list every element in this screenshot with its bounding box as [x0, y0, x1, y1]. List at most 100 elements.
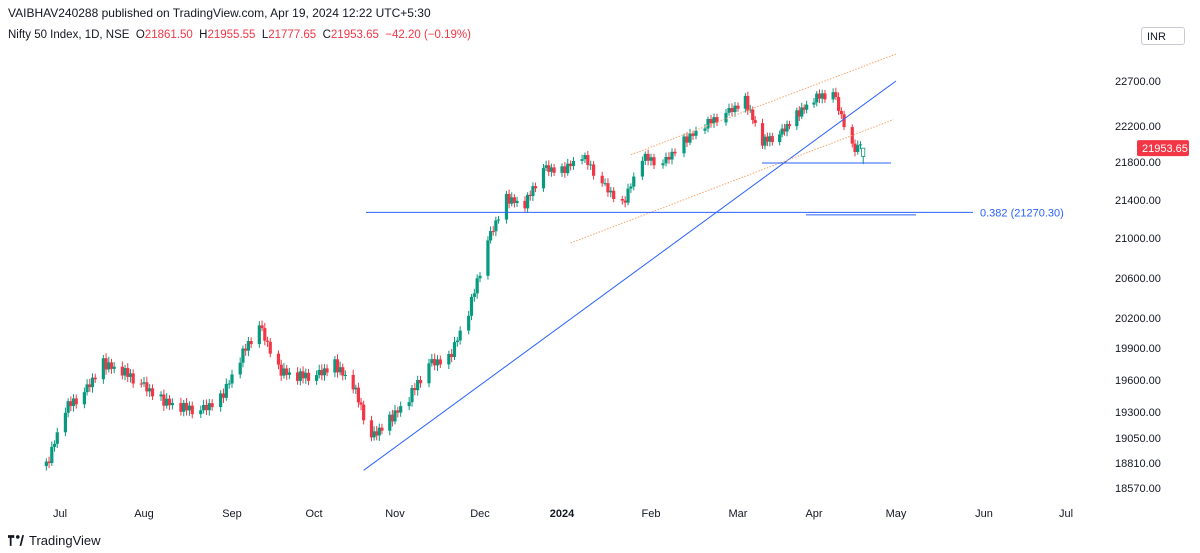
candle: [335, 354, 340, 378]
candle-body: [763, 136, 767, 146]
candle: [733, 102, 737, 117]
candle: [667, 152, 671, 164]
channel-upper-line[interactable]: [630, 53, 897, 156]
candle: [268, 338, 272, 358]
candle: [265, 336, 270, 347]
candle-body: [430, 359, 434, 364]
candle-body: [541, 168, 546, 189]
candle-body: [145, 382, 149, 392]
candle: [63, 407, 68, 437]
candle-body: [515, 200, 519, 204]
candle-body: [282, 368, 286, 376]
candle-body: [416, 380, 420, 391]
candle: [320, 364, 324, 381]
candle-body: [834, 92, 838, 98]
candle: [69, 396, 73, 412]
tradingview-brand[interactable]: TradingView: [8, 533, 101, 548]
candle-body: [623, 200, 627, 203]
trendline[interactable]: [363, 80, 897, 471]
candle: [221, 388, 226, 404]
y-tick-label: 20600.00: [1115, 273, 1161, 285]
candle: [541, 163, 546, 192]
candle: [820, 89, 824, 104]
candle: [612, 187, 616, 203]
candle: [199, 405, 203, 419]
candle: [583, 152, 587, 164]
candle: [770, 132, 774, 146]
candle-body: [190, 405, 194, 415]
candle-body: [221, 393, 226, 398]
candle-body: [104, 358, 108, 370]
price-axis: 22700.00 22200.00 21800.00 21400.00 21000.00…: [1115, 76, 1189, 495]
candle-body: [667, 156, 671, 160]
candle: [210, 399, 214, 411]
candle: [632, 172, 636, 191]
candle: [182, 399, 186, 417]
candle: [416, 375, 420, 396]
candle: [301, 366, 305, 384]
candle-body: [496, 219, 501, 221]
candle: [260, 320, 264, 332]
candle-body: [812, 102, 816, 105]
candle-body: [167, 398, 172, 406]
candle: [837, 92, 841, 116]
candle-body: [298, 371, 302, 381]
candle-body: [603, 183, 607, 185]
candle-body: [691, 133, 695, 136]
candle: [90, 373, 95, 393]
candle: [858, 141, 863, 150]
candle: [150, 384, 155, 400]
x-tick-label: Jul: [53, 508, 67, 520]
candle-body: [730, 108, 734, 113]
candle: [246, 337, 250, 357]
candle-body: [649, 157, 653, 161]
candle: [52, 440, 57, 452]
candle-body: [418, 380, 423, 384]
candle-body: [455, 340, 459, 343]
last-price-label: 21953.65: [1142, 143, 1188, 155]
candle: [296, 367, 300, 385]
candle-body: [377, 427, 381, 436]
candle-body: [531, 186, 535, 197]
candle: [569, 160, 573, 171]
candle: [491, 226, 495, 236]
candle: [646, 149, 650, 166]
candle: [580, 154, 584, 165]
candle-body: [609, 190, 613, 193]
candle: [467, 310, 471, 335]
candle-body: [276, 353, 281, 365]
candle-body: [338, 367, 342, 373]
candle: [343, 370, 347, 380]
candle-body: [586, 155, 590, 166]
candles-layer: [44, 87, 866, 471]
candle-body: [800, 107, 804, 117]
candle: [227, 379, 231, 389]
y-tick-label: 19300.00: [1115, 407, 1161, 419]
candle-body: [317, 369, 321, 376]
low-value: 21777.65: [268, 29, 317, 41]
candle: [472, 288, 476, 302]
candle-body: [842, 114, 846, 128]
currency-selector[interactable]: INR: [1141, 27, 1185, 45]
candle-body: [743, 95, 747, 109]
candle: [800, 102, 804, 120]
candle-body: [396, 410, 400, 413]
candle-body: [179, 402, 183, 412]
low-label: L: [261, 29, 269, 41]
candle-body: [507, 193, 511, 204]
channel-lower-line[interactable]: [570, 119, 894, 244]
candle-body: [162, 394, 166, 406]
candle-body: [165, 398, 169, 406]
candle-body: [652, 157, 656, 166]
candle-body: [837, 97, 841, 111]
candle: [748, 104, 752, 113]
candle: [287, 367, 291, 380]
candle-body: [528, 194, 532, 197]
candle-body: [320, 369, 324, 376]
candle: [298, 368, 302, 386]
candle: [496, 216, 501, 224]
candle: [623, 196, 627, 208]
candle-body: [263, 328, 267, 341]
candle-body: [90, 377, 95, 388]
